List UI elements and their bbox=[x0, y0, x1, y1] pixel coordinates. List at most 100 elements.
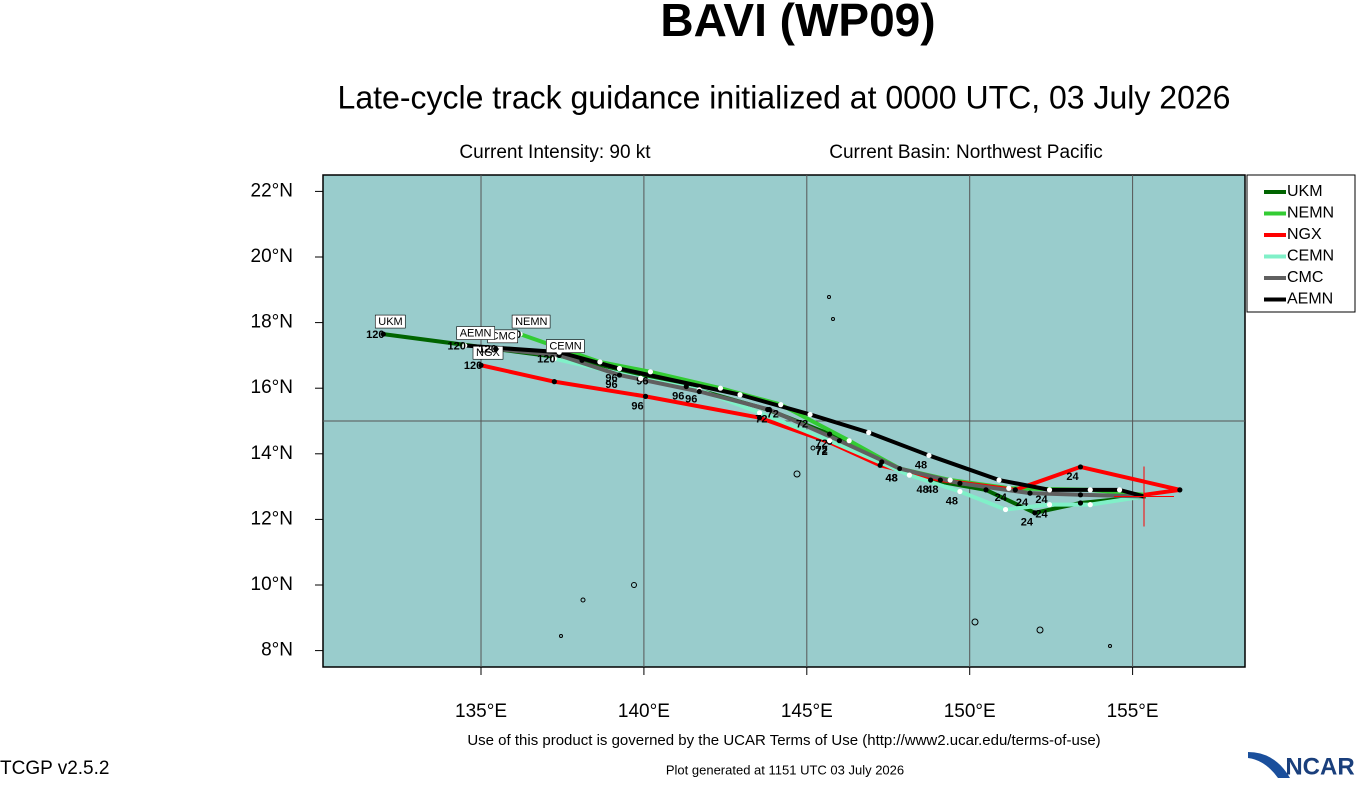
logo: NCAR bbox=[1285, 753, 1354, 780]
y-tick-label: 20°N bbox=[251, 246, 293, 267]
y-tick-label: 16°N bbox=[251, 377, 293, 398]
track-point bbox=[1012, 487, 1018, 493]
track-point bbox=[683, 383, 689, 390]
hour-label: 24 bbox=[1066, 471, 1079, 483]
track-point bbox=[380, 331, 386, 337]
x-tick-label: 155°E bbox=[1107, 701, 1159, 722]
end-label: CMC bbox=[491, 331, 516, 343]
current-position bbox=[1114, 466, 1174, 527]
hour-label: 120 bbox=[537, 354, 555, 366]
island bbox=[971, 618, 979, 626]
track-point bbox=[1116, 487, 1123, 493]
track-point bbox=[1002, 506, 1009, 513]
track-point bbox=[1077, 492, 1084, 498]
y-tick-label: 10°N bbox=[251, 574, 293, 595]
hour-label: 120 bbox=[478, 344, 496, 356]
generated: Plot generated at 1151 UTC 03 July 2026 bbox=[666, 762, 904, 777]
track-point bbox=[836, 438, 842, 444]
track-point bbox=[737, 392, 743, 398]
track-point bbox=[756, 410, 763, 416]
intensity: Current Intensity: 90 kt bbox=[459, 142, 651, 163]
y-tick-label: 22°N bbox=[251, 180, 293, 201]
track-point bbox=[551, 379, 557, 385]
hour-label: 72 bbox=[815, 446, 827, 458]
track-point bbox=[906, 472, 913, 478]
track-point bbox=[1087, 502, 1093, 508]
track-point bbox=[937, 477, 943, 483]
track-point bbox=[778, 402, 784, 408]
hour-label: 72 bbox=[796, 418, 808, 430]
x-tick-label: 145°E bbox=[781, 701, 833, 722]
hour-label: 72 bbox=[815, 438, 827, 450]
track-point bbox=[517, 331, 523, 337]
end-label: CEMN bbox=[549, 341, 581, 353]
island bbox=[1036, 626, 1044, 634]
legend-label: NGX bbox=[1287, 226, 1322, 243]
end-label-box bbox=[511, 314, 551, 329]
track-point bbox=[717, 385, 724, 391]
island bbox=[793, 470, 801, 478]
version: TCGP v2.5.2 bbox=[0, 758, 109, 779]
island bbox=[810, 445, 816, 451]
track-point bbox=[807, 411, 813, 418]
x-tick-label: 150°E bbox=[944, 701, 996, 722]
chart-subtitle: Late-cycle track guidance initialized at… bbox=[338, 79, 1231, 115]
track-point bbox=[638, 375, 644, 381]
track-point bbox=[996, 477, 1002, 483]
track-point bbox=[642, 393, 649, 399]
hour-label: 24 bbox=[1021, 517, 1034, 529]
end-label: NEMN bbox=[515, 316, 547, 328]
hour-label: 48 bbox=[916, 484, 928, 496]
terms: Use of this product is governed by the U… bbox=[467, 732, 1100, 749]
hour-label: 24 bbox=[1035, 509, 1048, 521]
island bbox=[580, 597, 586, 603]
hour-label: 120 bbox=[464, 360, 482, 372]
island bbox=[831, 317, 835, 321]
x-tick-label: 140°E bbox=[618, 701, 670, 722]
end-label: AEMN bbox=[460, 327, 492, 339]
track-point bbox=[1177, 487, 1183, 493]
track-point bbox=[827, 438, 833, 444]
hour-label: 96 bbox=[631, 400, 643, 412]
track-point bbox=[877, 462, 883, 468]
island bbox=[559, 634, 563, 638]
hour-label: 72 bbox=[755, 413, 767, 425]
track-point bbox=[983, 487, 989, 493]
island bbox=[631, 582, 637, 588]
legend-label: CEMN bbox=[1287, 248, 1334, 265]
track-point bbox=[1077, 500, 1084, 506]
track-point bbox=[897, 465, 903, 472]
hour-label: 120 bbox=[448, 340, 466, 352]
track-point bbox=[1077, 464, 1084, 470]
track-point bbox=[696, 388, 702, 395]
track-point bbox=[647, 369, 654, 375]
track-point bbox=[928, 477, 934, 483]
y-tick-label: 12°N bbox=[251, 508, 293, 529]
legend-box bbox=[1246, 174, 1356, 313]
basin: Current Basin: Northwest Pacific bbox=[829, 142, 1103, 163]
end-label-box bbox=[374, 314, 406, 329]
track-point bbox=[616, 365, 623, 372]
track-point bbox=[1087, 487, 1093, 493]
track-point bbox=[1027, 490, 1033, 496]
track-point bbox=[579, 357, 585, 363]
hour-label: 96 bbox=[685, 394, 697, 406]
end-label-box bbox=[546, 339, 585, 353]
hour-label: 48 bbox=[886, 472, 898, 484]
track-point bbox=[1006, 485, 1012, 491]
hour-label: 96 bbox=[605, 379, 617, 391]
track-point bbox=[1032, 510, 1038, 516]
track-point bbox=[947, 477, 953, 483]
hour-label: 24 bbox=[1016, 497, 1029, 509]
legend-label: CMC bbox=[1287, 269, 1323, 286]
end-label: UKM bbox=[378, 316, 402, 328]
hour-label: 120 bbox=[366, 329, 384, 341]
track-point bbox=[827, 431, 833, 437]
track-point bbox=[1046, 502, 1053, 508]
track-point bbox=[462, 342, 468, 349]
x-tick-label: 135°E bbox=[455, 701, 507, 722]
track-point bbox=[556, 349, 562, 355]
chart-title: BAVI (WP09) bbox=[660, 0, 935, 46]
